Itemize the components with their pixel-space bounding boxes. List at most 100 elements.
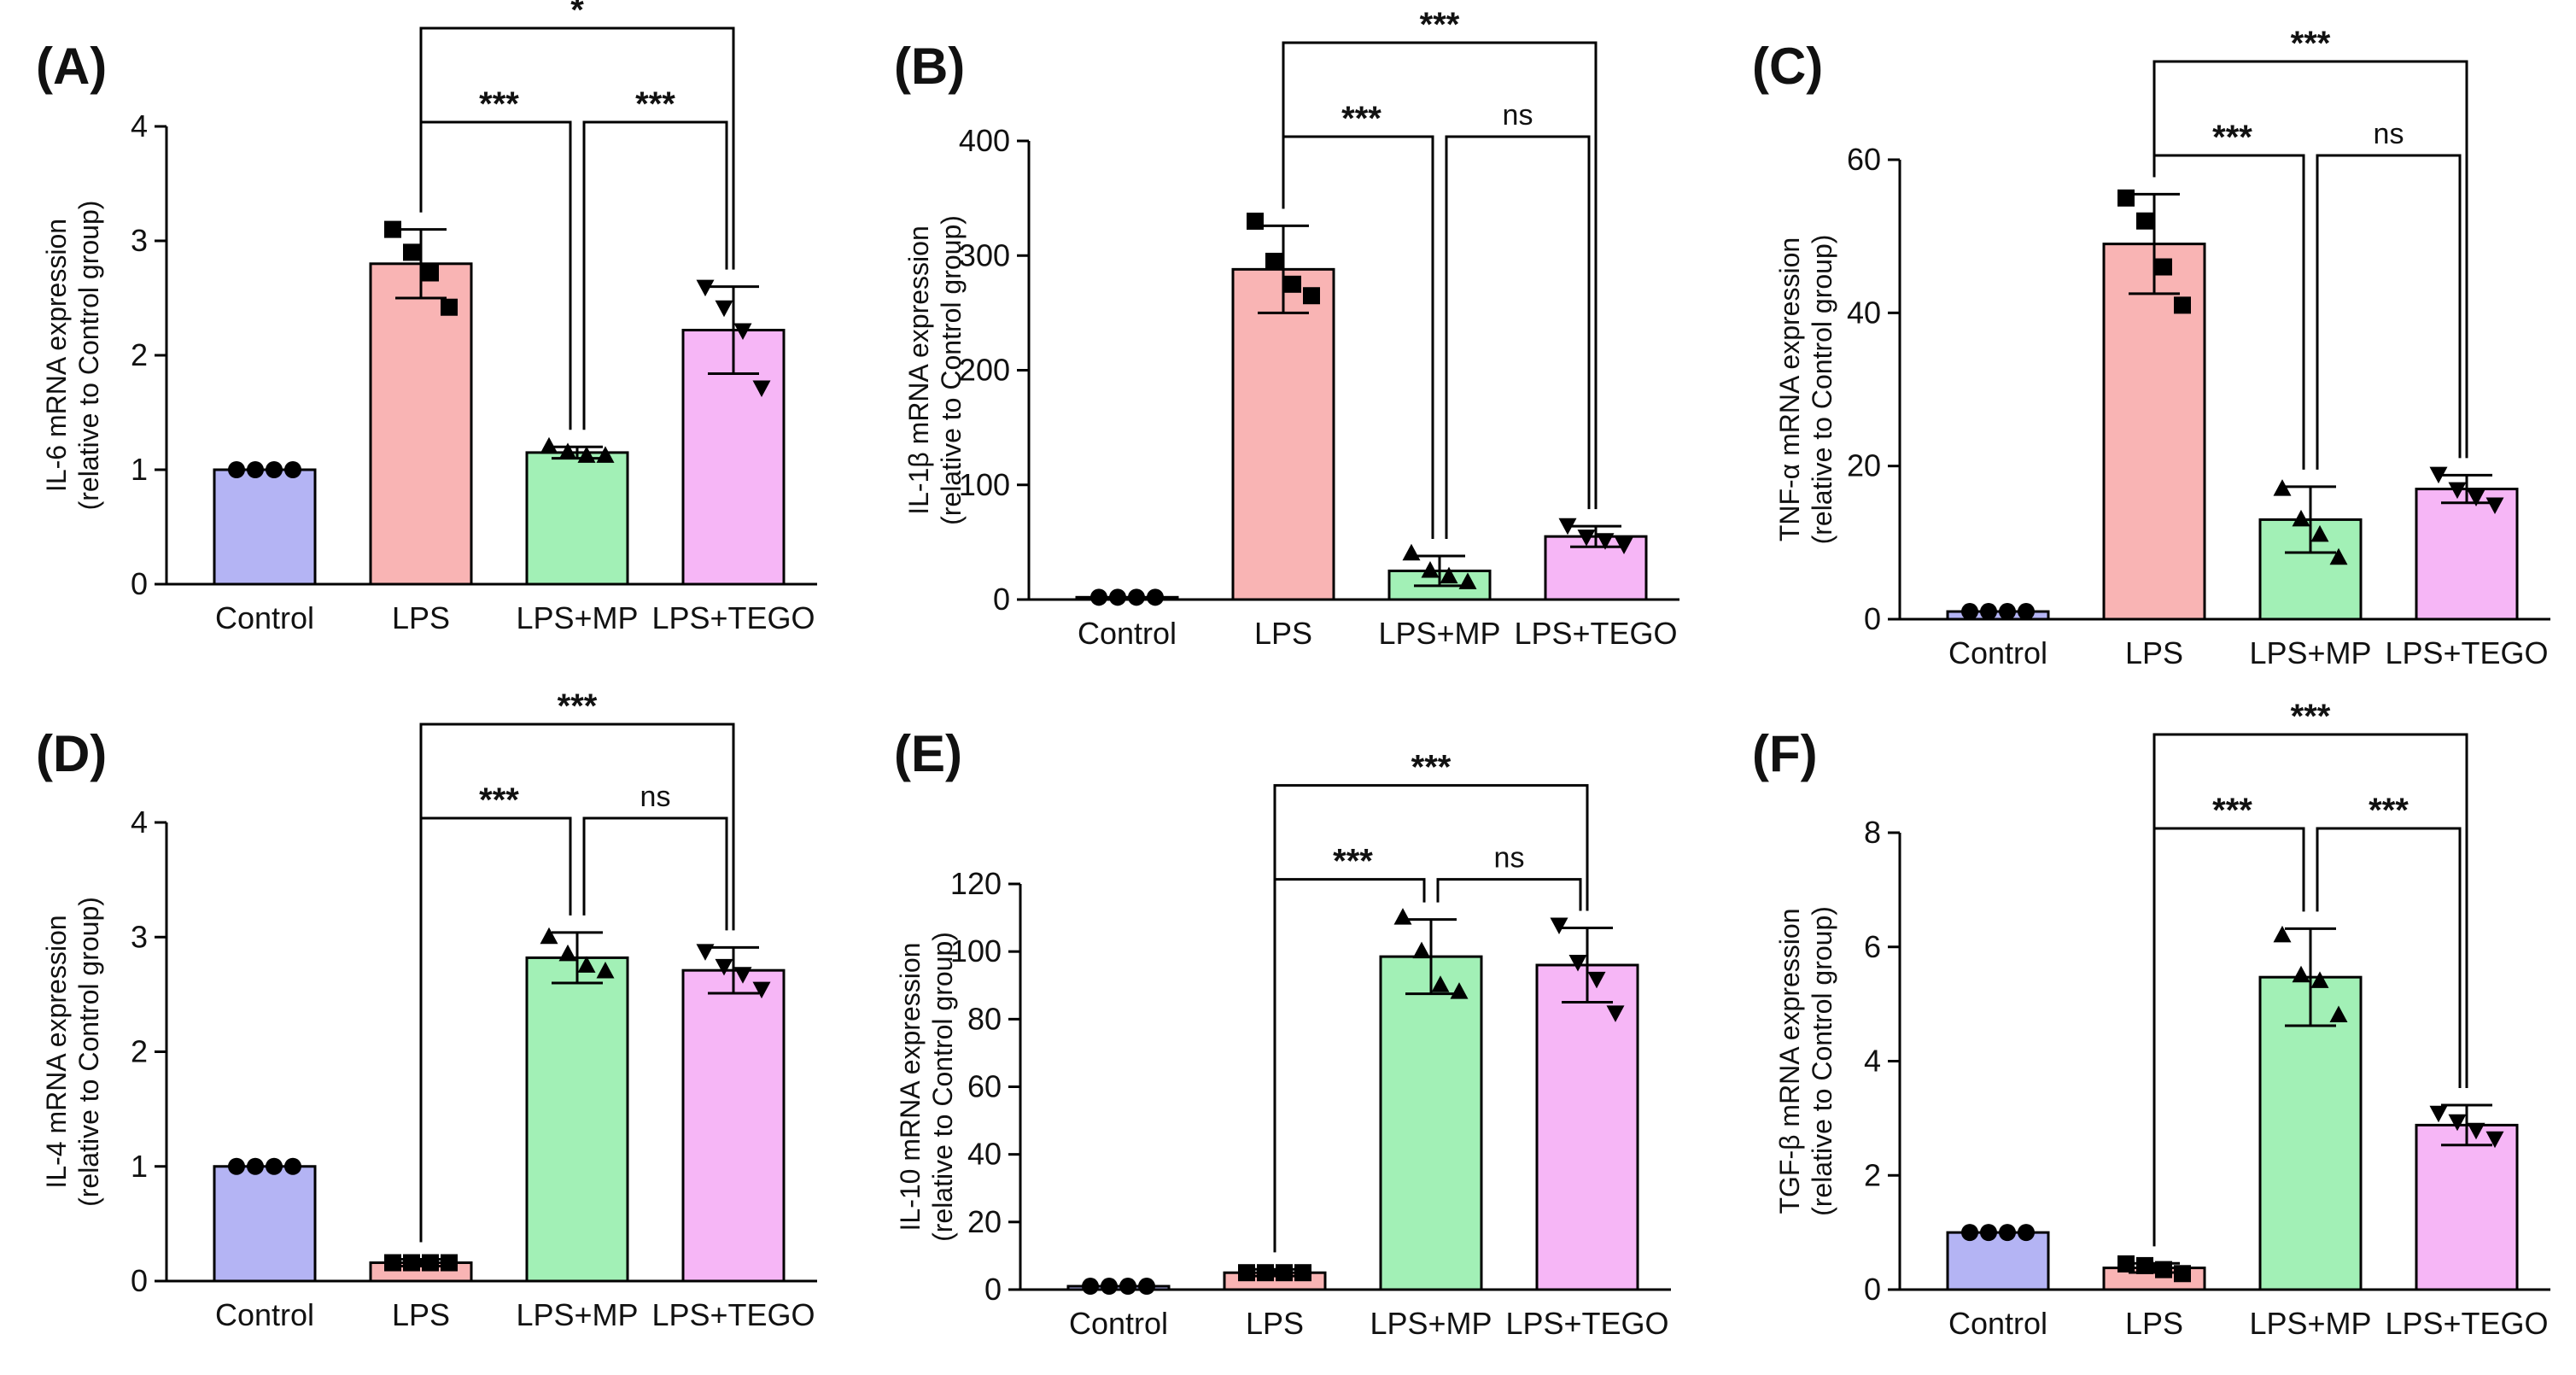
y-tick-label: 100 [959, 467, 1010, 502]
x-tick-label: LPS [2125, 635, 2183, 670]
y-axis-label-sub: (relative to Control group) [1807, 906, 1837, 1216]
data-point [2136, 212, 2153, 230]
y-axis-label-sub: (relative to Control group) [927, 932, 958, 1242]
data-point [696, 944, 715, 961]
significance-bracket [2316, 154, 2462, 470]
data-point [540, 927, 558, 945]
x-tick-label: LPS+MP [2249, 635, 2371, 670]
significance-label: *** [635, 85, 675, 123]
data-point [284, 461, 301, 478]
data-point [1247, 212, 1264, 230]
data-point [1980, 1224, 1997, 1242]
bar-lps-mp [525, 451, 629, 586]
significance-bracket [1445, 135, 1591, 539]
data-point [2292, 509, 2310, 527]
bar-control [1946, 1231, 2050, 1291]
significance-label: ns [640, 781, 671, 813]
x-tick-label: LPS+MP [516, 600, 638, 635]
data-point [1606, 1005, 1625, 1022]
x-tick-label: LPS+MP [1378, 616, 1500, 651]
data-point [2117, 1255, 2135, 1273]
panel-b: (B) IL-1β mRNA expression (relative to Con… [858, 0, 1712, 683]
significance-label: *** [479, 781, 519, 819]
x-tick-label: Control [1948, 635, 2047, 670]
significance-bracket [1436, 878, 1582, 911]
data-point [1558, 518, 1577, 535]
significance-label: ns [1503, 99, 1533, 132]
y-tick-label: 6 [1864, 929, 1881, 964]
panel-label: (A) [36, 38, 107, 95]
data-point [228, 461, 245, 478]
y-tick-label: 0 [993, 582, 1010, 617]
data-point [1440, 566, 1458, 584]
chart-svg: (F) TGF-β mRNA expression (relative to Con… [1752, 698, 2550, 1341]
y-tick-label: 60 [1847, 142, 1881, 177]
data-point [284, 1157, 301, 1175]
x-tick-label: LPS [392, 600, 450, 635]
data-point [1961, 1224, 1978, 1242]
y-axis-label-sub: (relative to Control group) [73, 897, 104, 1207]
data-point [1294, 1264, 1311, 1282]
significance-label: *** [1420, 6, 1460, 44]
x-tick-label: LPS+TEGO [2385, 1306, 2548, 1341]
data-point [247, 1157, 264, 1175]
data-point [384, 1254, 401, 1272]
data-point [1276, 1264, 1293, 1282]
y-tick-label: 300 [959, 237, 1010, 272]
significance-label: * [570, 0, 584, 29]
data-point [1082, 1278, 1099, 1296]
significance-label: ns [2374, 118, 2404, 150]
data-point [2329, 1005, 2348, 1022]
bar-lps-tego [2415, 1123, 2519, 1291]
x-tick-label: Control [1069, 1306, 1168, 1341]
significance-bracket [2316, 827, 2462, 1088]
chart-svg: (A) IL-6 mRNA expression (relative to Cont… [36, 0, 817, 635]
significance-label: *** [2369, 792, 2409, 829]
significance-label: *** [2212, 119, 2252, 156]
y-tick-label: 120 [950, 866, 1002, 901]
data-point [1101, 1278, 1118, 1296]
y-axis-label-sub: (relative to Control group) [73, 201, 104, 511]
data-point [558, 442, 577, 459]
data-point [2467, 1122, 2485, 1140]
y-tick-label: 0 [131, 566, 148, 601]
x-tick-label: LPS [1254, 616, 1312, 651]
data-point [422, 1254, 439, 1272]
panel-e: (E) IL-10 mRNA expression (relative to Con… [858, 688, 1712, 1371]
x-tick-label: Control [1078, 616, 1177, 651]
data-point [752, 380, 771, 398]
panel-d: (D) IL-4 mRNA expression (relative to Cont… [0, 688, 854, 1371]
data-point [596, 446, 615, 463]
significance-label: *** [2212, 792, 2252, 829]
data-point [2174, 1265, 2191, 1283]
bar-lps-mp [1379, 955, 1483, 1291]
y-tick-label: 200 [959, 353, 1010, 388]
chart-svg: (B) IL-1β mRNA expression (relative to Con… [894, 6, 1679, 651]
data-point [403, 243, 420, 261]
data-point [1128, 588, 1145, 606]
y-tick-label: 4 [131, 108, 148, 143]
data-point [596, 962, 615, 979]
y-tick-label: 20 [967, 1204, 1002, 1239]
data-point [1431, 975, 1450, 992]
panel-label: (F) [1752, 725, 1818, 782]
y-tick-label: 40 [1847, 295, 1881, 330]
data-point [403, 1254, 420, 1272]
data-point [752, 981, 771, 999]
x-tick-label: LPS+MP [1370, 1306, 1492, 1341]
x-tick-label: LPS+MP [516, 1297, 638, 1332]
significance-label: *** [2291, 698, 2331, 735]
data-point [2155, 258, 2172, 276]
significance-label: *** [2291, 25, 2331, 62]
significance-label: ns [1494, 842, 1525, 875]
y-tick-label: 40 [967, 1137, 1002, 1172]
data-point [1284, 275, 1301, 293]
data-point [2467, 489, 2485, 507]
y-axis-label: IL-1β mRNA expression [903, 225, 934, 515]
data-point [696, 279, 715, 297]
x-tick-label: LPS [392, 1297, 450, 1332]
data-point [715, 958, 733, 976]
y-tick-label: 3 [131, 223, 148, 258]
panel-label: (D) [36, 725, 107, 782]
data-point [1265, 252, 1282, 270]
